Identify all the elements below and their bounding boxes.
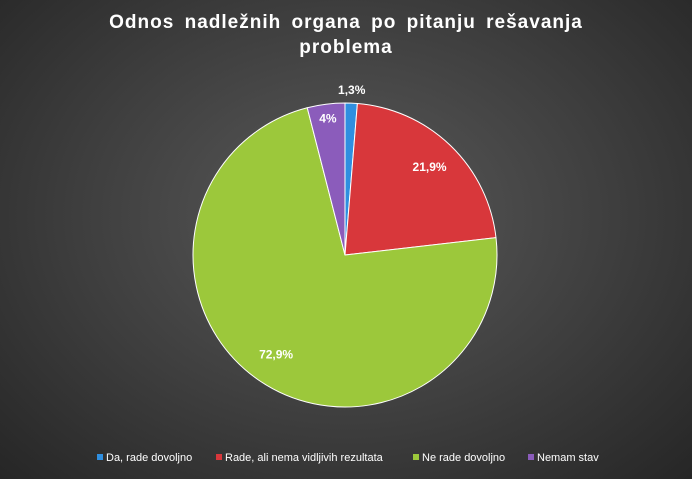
legend-marker (216, 454, 222, 460)
legend-label: Ne rade dovoljno (422, 452, 505, 464)
legend-marker (97, 454, 103, 460)
data-label: 1,3% (338, 83, 366, 97)
pie-slice (344, 102, 497, 256)
data-label: 4% (319, 111, 337, 125)
legend-label: Da, rade dovoljno (106, 452, 192, 464)
legend-label: Nemam stav (537, 452, 599, 464)
chart-title: Odnos nadležnih organa po pitanju rešava… (109, 12, 583, 58)
data-label: 72,9% (259, 347, 293, 361)
pie-slice (192, 107, 498, 408)
data-label: 21,9% (413, 160, 447, 174)
legend-marker (528, 454, 534, 460)
pie-slice (306, 102, 346, 256)
legend-marker (413, 454, 419, 460)
legend-label: Rade, ali nema vidljivih rezultata (225, 452, 384, 464)
